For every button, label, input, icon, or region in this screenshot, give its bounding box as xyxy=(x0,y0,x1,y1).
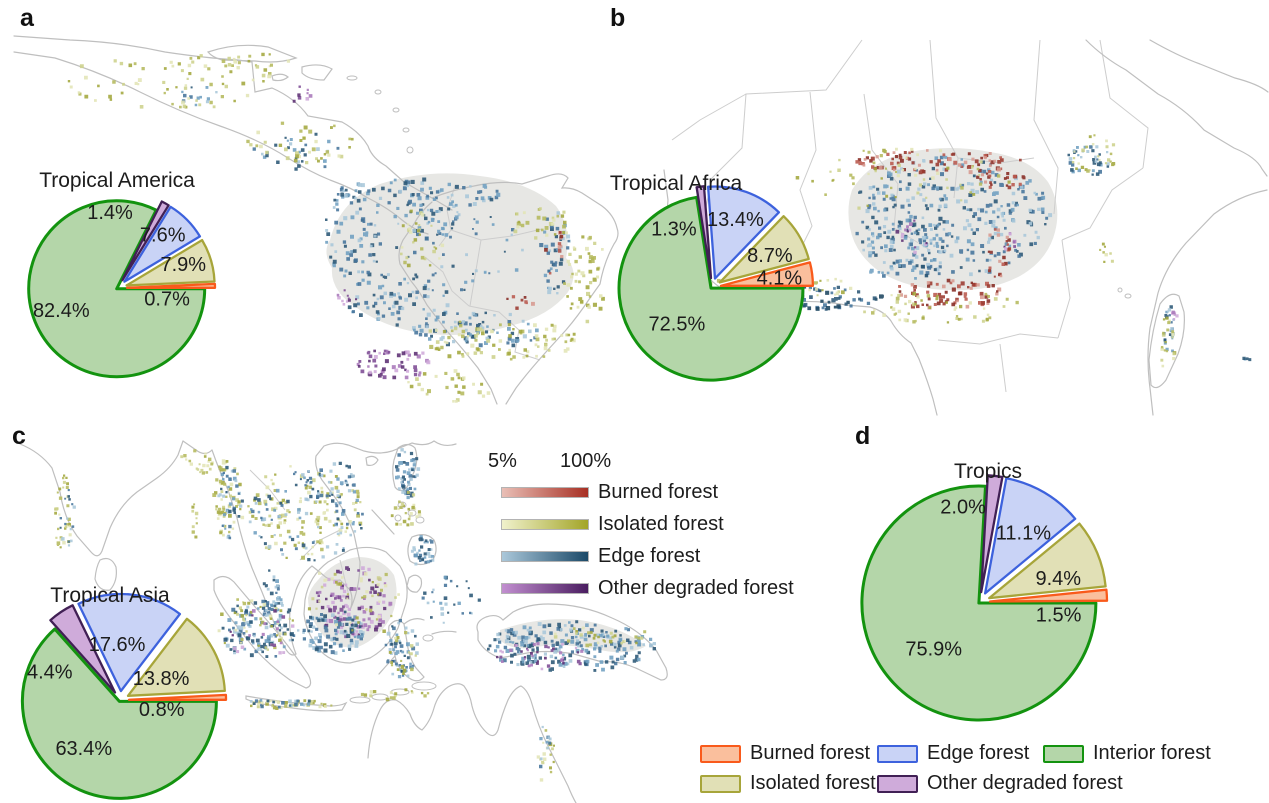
gradient-label-other: Other degraded forest xyxy=(598,577,794,599)
gradient-label-burned: Burned forest xyxy=(598,481,719,503)
interior-forest-swatch xyxy=(1043,744,1084,763)
gradient-min-label: 5% xyxy=(488,450,517,472)
pie-title-tropical-america: Tropical America xyxy=(39,169,195,192)
map-tropical-asia xyxy=(19,440,668,803)
burned-gradient-swatch xyxy=(501,487,589,498)
edge-gradient-swatch xyxy=(501,551,589,562)
pie-title-tropical-africa: Tropical Africa xyxy=(609,172,743,195)
edge-forest-swatch xyxy=(877,744,918,763)
gradient-legend: 5% 100% Burned forest Isolated forest Ed… xyxy=(486,450,806,605)
gradient-label-edge: Edge forest xyxy=(598,545,701,567)
map-tropical-africa xyxy=(663,39,1269,416)
isolated-gradient-swatch xyxy=(501,519,589,530)
other-degraded-forest-swatch xyxy=(877,774,918,793)
legend-label-burned: Burned forest xyxy=(750,742,871,764)
legend-label-other: Other degraded forest xyxy=(927,772,1123,794)
panel-letter-a: a xyxy=(20,4,34,32)
gradient-max-label: 100% xyxy=(560,450,612,472)
burned-forest-swatch xyxy=(700,744,741,763)
other-gradient-swatch xyxy=(501,583,589,594)
pie-title-tropical-asia: Tropical Asia xyxy=(50,584,170,607)
pie-title-tropics: Tropics xyxy=(953,460,1023,483)
category-legend: Burned forest Edge forest Interior fores… xyxy=(700,740,1260,802)
isolated-forest-swatch xyxy=(700,774,741,793)
map-tropical-america xyxy=(13,35,619,405)
legend-label-isolated: Isolated forest xyxy=(750,772,876,794)
gradient-label-isolated: Isolated forest xyxy=(598,513,724,535)
panel-letter-c: c xyxy=(12,422,26,450)
panel-letter-b: b xyxy=(610,4,626,32)
panel-letter-d: d xyxy=(855,422,871,450)
legend-label-edge: Edge forest xyxy=(927,742,1030,764)
legend-label-interior: Interior forest xyxy=(1093,742,1211,764)
